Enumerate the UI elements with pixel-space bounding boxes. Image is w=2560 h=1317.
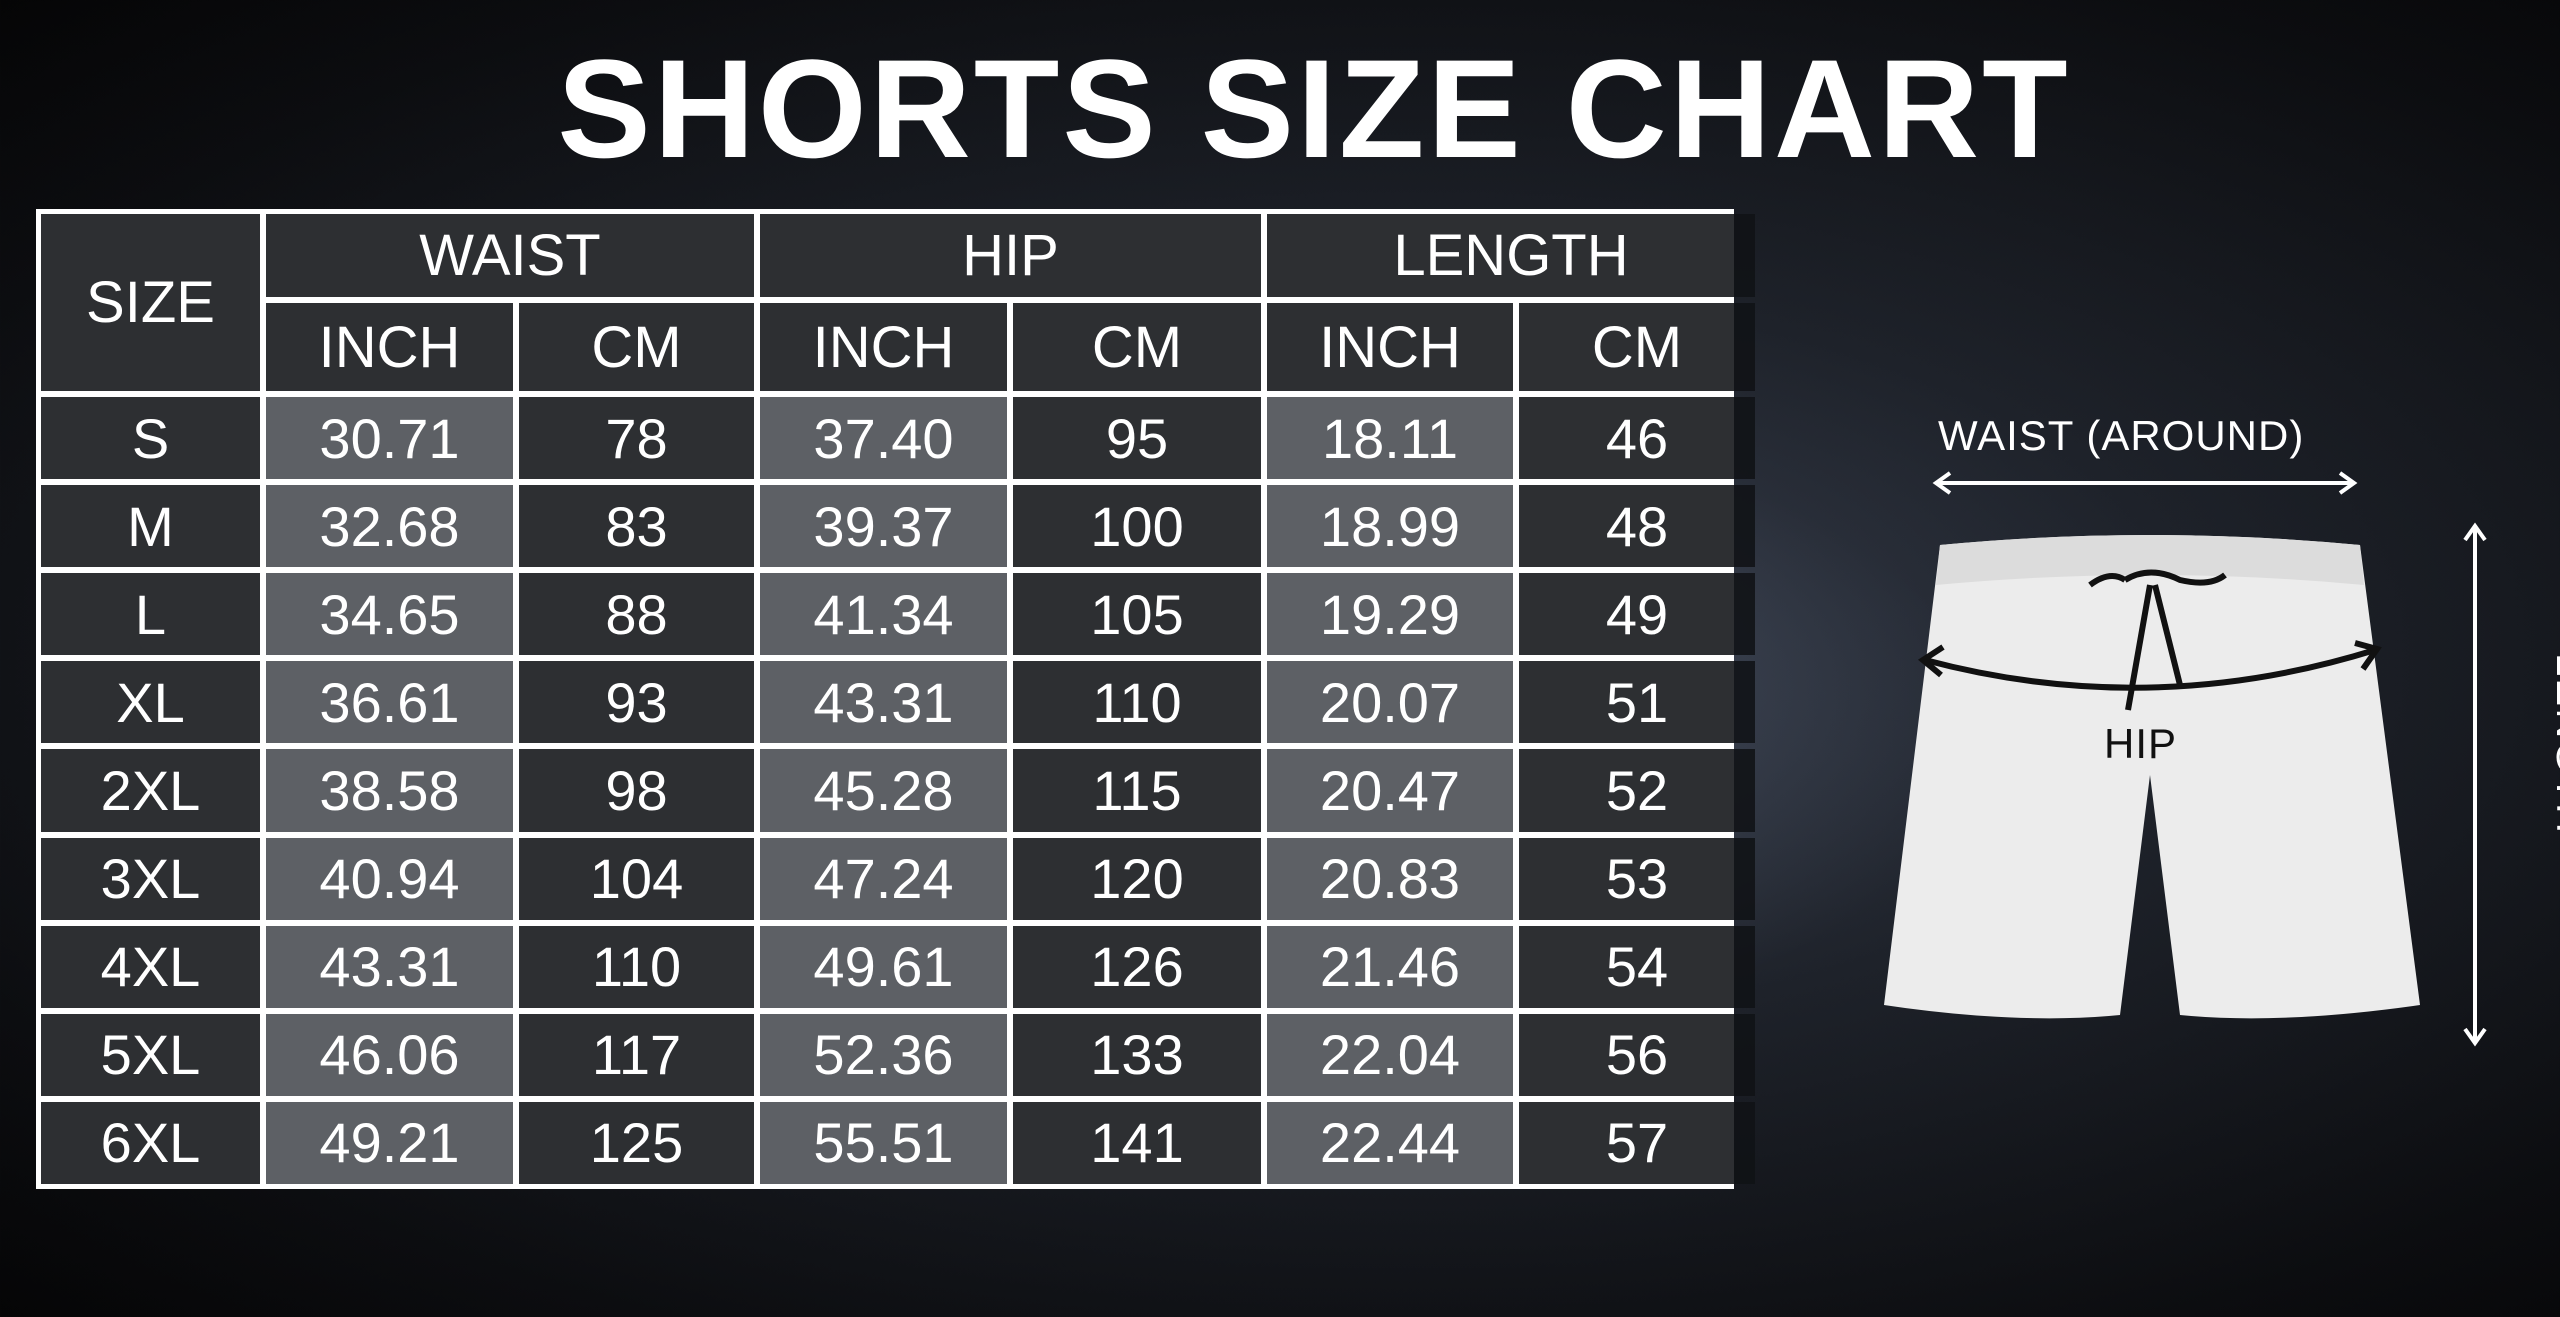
length-cm-cell: 53 bbox=[1519, 837, 1755, 920]
length-inch-cell: 18.11 bbox=[1267, 397, 1513, 480]
waist-inch-cell: 36.61 bbox=[266, 661, 513, 744]
waist-inch-header: INCH bbox=[266, 303, 513, 391]
length-inch-cell: 21.46 bbox=[1267, 925, 1513, 1008]
waist-cm-cell: 117 bbox=[519, 1013, 754, 1096]
waist-arrow-icon bbox=[1932, 471, 2358, 495]
length-cm-cell: 48 bbox=[1519, 485, 1755, 568]
hip-inch-cell: 39.37 bbox=[760, 485, 1007, 568]
length-cm-header: CM bbox=[1519, 303, 1755, 391]
waist-inch-cell: 46.06 bbox=[266, 1013, 513, 1096]
hip-cm-cell: 133 bbox=[1013, 1013, 1261, 1096]
size-cell: 6XL bbox=[41, 1101, 260, 1184]
hip-cm-cell: 141 bbox=[1013, 1101, 1261, 1184]
waist-inch-cell: 32.68 bbox=[266, 485, 513, 568]
length-inch-cell: 20.47 bbox=[1267, 749, 1513, 832]
length-cm-cell: 56 bbox=[1519, 1013, 1755, 1096]
length-cm-cell: 49 bbox=[1519, 573, 1755, 656]
hip-inch-cell: 45.28 bbox=[760, 749, 1007, 832]
hip-cm-cell: 110 bbox=[1013, 661, 1261, 744]
size-cell: S bbox=[41, 397, 260, 480]
hip-header: HIP bbox=[760, 214, 1261, 297]
length-cm-cell: 46 bbox=[1519, 397, 1755, 480]
size-cell: M bbox=[41, 485, 260, 568]
waist-inch-cell: 49.21 bbox=[266, 1101, 513, 1184]
length-cm-cell: 57 bbox=[1519, 1101, 1755, 1184]
length-header: LENGTH bbox=[1267, 214, 1755, 297]
waist-cm-cell: 88 bbox=[519, 573, 754, 656]
waist-header: WAIST bbox=[266, 214, 754, 297]
waist-cm-cell: 104 bbox=[519, 837, 754, 920]
length-inch-cell: 20.83 bbox=[1267, 837, 1513, 920]
size-header: SIZE bbox=[41, 214, 260, 391]
length-inch-cell: 19.29 bbox=[1267, 573, 1513, 656]
hip-cm-cell: 95 bbox=[1013, 397, 1261, 480]
hip-label: HIP bbox=[2104, 720, 2178, 767]
waist-inch-cell: 38.58 bbox=[266, 749, 513, 832]
length-arrow-icon bbox=[2463, 522, 2487, 1047]
hip-cm-cell: 100 bbox=[1013, 485, 1261, 568]
length-inch-cell: 20.07 bbox=[1267, 661, 1513, 744]
waist-cm-cell: 125 bbox=[519, 1101, 754, 1184]
page-title: SHORTS SIZE CHART bbox=[557, 30, 2071, 187]
hip-inch-cell: 52.36 bbox=[760, 1013, 1007, 1096]
waist-cm-cell: 83 bbox=[519, 485, 754, 568]
size-cell: 5XL bbox=[41, 1013, 260, 1096]
length-inch-cell: 18.99 bbox=[1267, 485, 1513, 568]
length-label: LENGTH bbox=[2548, 652, 2560, 836]
hip-inch-cell: 49.61 bbox=[760, 925, 1007, 1008]
length-inch-cell: 22.04 bbox=[1267, 1013, 1513, 1096]
hip-cm-cell: 120 bbox=[1013, 837, 1261, 920]
waist-cm-header: CM bbox=[519, 303, 754, 391]
waist-inch-cell: 30.71 bbox=[266, 397, 513, 480]
waist-inch-cell: 34.65 bbox=[266, 573, 513, 656]
length-inch-cell: 22.44 bbox=[1267, 1101, 1513, 1184]
waist-cm-cell: 93 bbox=[519, 661, 754, 744]
size-cell: XL bbox=[41, 661, 260, 744]
waist-cm-cell: 110 bbox=[519, 925, 754, 1008]
size-cell: 4XL bbox=[41, 925, 260, 1008]
waist-cm-cell: 78 bbox=[519, 397, 754, 480]
length-cm-cell: 52 bbox=[1519, 749, 1755, 832]
hip-inch-cell: 47.24 bbox=[760, 837, 1007, 920]
hip-inch-cell: 55.51 bbox=[760, 1101, 1007, 1184]
hip-inch-cell: 43.31 bbox=[760, 661, 1007, 744]
hip-inch-cell: 41.34 bbox=[760, 573, 1007, 656]
waist-label: WAIST (AROUND) bbox=[1938, 412, 2305, 459]
shorts-illustration bbox=[1884, 535, 2420, 1019]
length-cm-cell: 51 bbox=[1519, 661, 1755, 744]
size-table: SIZE WAIST HIP LENGTH INCH CM INCH CM INCH CM… bbox=[36, 209, 1755, 1189]
length-inch-header: INCH bbox=[1267, 303, 1513, 391]
size-cell: 2XL bbox=[41, 749, 260, 832]
hip-cm-cell: 105 bbox=[1013, 573, 1261, 656]
hip-cm-cell: 126 bbox=[1013, 925, 1261, 1008]
hip-cm-header: CM bbox=[1013, 303, 1261, 391]
hip-inch-cell: 37.40 bbox=[760, 397, 1007, 480]
waist-cm-cell: 98 bbox=[519, 749, 754, 832]
hip-inch-header: INCH bbox=[760, 303, 1007, 391]
length-cm-cell: 54 bbox=[1519, 925, 1755, 1008]
size-cell: L bbox=[41, 573, 260, 656]
hip-arrow-icon bbox=[1917, 640, 2382, 691]
hip-cm-cell: 115 bbox=[1013, 749, 1261, 832]
size-cell: 3XL bbox=[41, 837, 260, 920]
waist-inch-cell: 40.94 bbox=[266, 837, 513, 920]
waist-inch-cell: 43.31 bbox=[266, 925, 513, 1008]
